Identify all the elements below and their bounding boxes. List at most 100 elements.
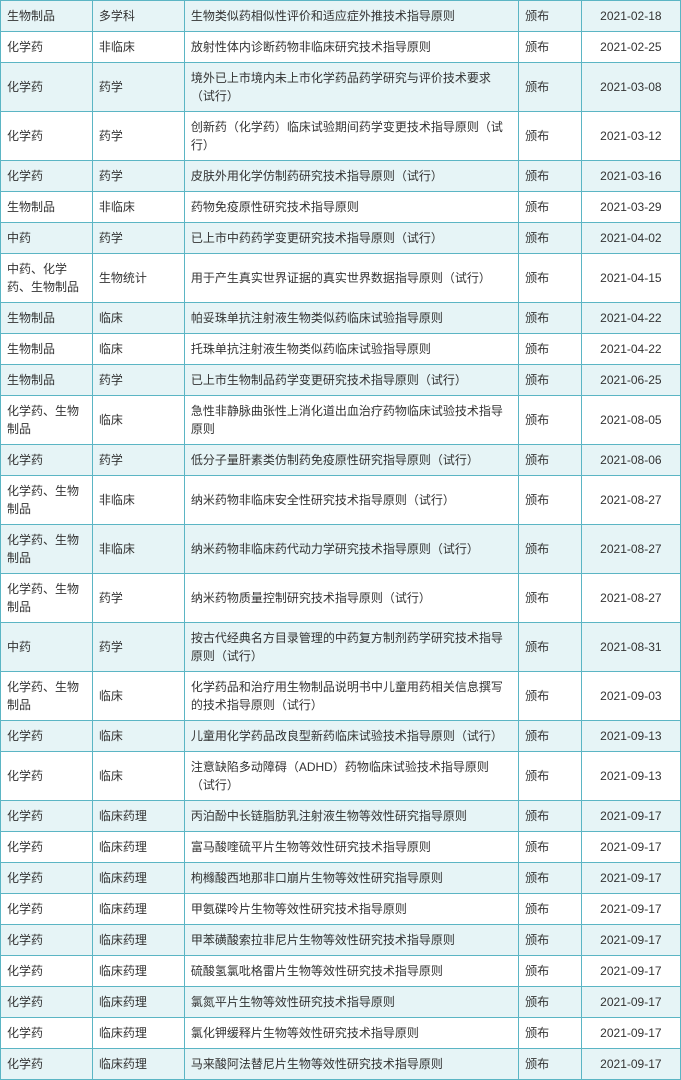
cell-c2: 临床 (92, 752, 184, 801)
cell-c4: 颁布 (519, 672, 582, 721)
cell-c4: 颁布 (519, 32, 582, 63)
cell-c2: 非临床 (92, 476, 184, 525)
table-row: 化学药、生物制品非临床纳米药物非临床安全性研究技术指导原则（试行）颁布2021-… (1, 476, 681, 525)
cell-c3: 化学药品和治疗用生物制品说明书中儿童用药相关信息撰写的技术指导原则（试行） (184, 672, 518, 721)
cell-c4: 颁布 (519, 112, 582, 161)
cell-c2: 临床药理 (92, 863, 184, 894)
table-row: 化学药临床药理甲氨碟呤片生物等效性研究技术指导原则颁布2021-09-17 (1, 894, 681, 925)
cell-c5: 2021-04-02 (581, 223, 680, 254)
table-body: 生物制品多学科生物类似药相似性评价和适应症外推技术指导原则颁布2021-02-1… (1, 1, 681, 1080)
cell-c1: 化学药、生物制品 (1, 396, 93, 445)
table-row: 化学药、生物制品临床化学药品和治疗用生物制品说明书中儿童用药相关信息撰写的技术指… (1, 672, 681, 721)
cell-c2: 药学 (92, 161, 184, 192)
cell-c5: 2021-09-17 (581, 925, 680, 956)
cell-c2: 药学 (92, 223, 184, 254)
cell-c3: 托珠单抗注射液生物类似药临床试验指导原则 (184, 334, 518, 365)
cell-c5: 2021-02-25 (581, 32, 680, 63)
cell-c2: 临床 (92, 396, 184, 445)
cell-c2: 药学 (92, 445, 184, 476)
cell-c2: 临床 (92, 721, 184, 752)
cell-c2: 非临床 (92, 192, 184, 223)
cell-c3: 纳米药物质量控制研究技术指导原则（试行） (184, 574, 518, 623)
cell-c4: 颁布 (519, 396, 582, 445)
table-row: 化学药临床药理丙泊酚中长链脂肪乳注射液生物等效性研究指导原则颁布2021-09-… (1, 801, 681, 832)
cell-c4: 颁布 (519, 987, 582, 1018)
table-row: 化学药药学境外已上市境内未上市化学药品药学研究与评价技术要求（试行）颁布2021… (1, 63, 681, 112)
cell-c5: 2021-04-15 (581, 254, 680, 303)
cell-c2: 临床药理 (92, 1049, 184, 1080)
cell-c4: 颁布 (519, 863, 582, 894)
cell-c5: 2021-08-27 (581, 476, 680, 525)
cell-c4: 颁布 (519, 801, 582, 832)
cell-c3: 按古代经典名方目录管理的中药复方制剂药学研究技术指导原则（试行） (184, 623, 518, 672)
cell-c1: 化学药 (1, 1018, 93, 1049)
table-row: 化学药、生物制品临床急性非静脉曲张性上消化道出血治疗药物临床试验技术指导原则颁布… (1, 396, 681, 445)
cell-c5: 2021-08-05 (581, 396, 680, 445)
cell-c4: 颁布 (519, 956, 582, 987)
cell-c3: 甲苯磺酸索拉非尼片生物等效性研究技术指导原则 (184, 925, 518, 956)
cell-c1: 化学药 (1, 956, 93, 987)
table-row: 化学药临床儿童用化学药品改良型新药临床试验技术指导原则（试行）颁布2021-09… (1, 721, 681, 752)
cell-c3: 药物免疫原性研究技术指导原则 (184, 192, 518, 223)
table-row: 生物制品临床帕妥珠单抗注射液生物类似药临床试验指导原则颁布2021-04-22 (1, 303, 681, 334)
cell-c5: 2021-09-17 (581, 987, 680, 1018)
table-row: 生物制品药学已上市生物制品药学变更研究技术指导原则（试行）颁布2021-06-2… (1, 365, 681, 396)
cell-c1: 化学药 (1, 1049, 93, 1080)
table-row: 生物制品多学科生物类似药相似性评价和适应症外推技术指导原则颁布2021-02-1… (1, 1, 681, 32)
cell-c4: 颁布 (519, 894, 582, 925)
cell-c3: 丙泊酚中长链脂肪乳注射液生物等效性研究指导原则 (184, 801, 518, 832)
cell-c5: 2021-03-29 (581, 192, 680, 223)
cell-c5: 2021-08-27 (581, 574, 680, 623)
cell-c5: 2021-09-17 (581, 894, 680, 925)
cell-c1: 生物制品 (1, 365, 93, 396)
table-row: 化学药临床药理硫酸氢氯吡格雷片生物等效性研究技术指导原则颁布2021-09-17 (1, 956, 681, 987)
cell-c5: 2021-09-17 (581, 1049, 680, 1080)
cell-c4: 颁布 (519, 721, 582, 752)
cell-c2: 临床 (92, 672, 184, 721)
cell-c5: 2021-09-17 (581, 832, 680, 863)
cell-c4: 颁布 (519, 303, 582, 334)
cell-c2: 生物统计 (92, 254, 184, 303)
cell-c4: 颁布 (519, 223, 582, 254)
cell-c5: 2021-04-22 (581, 334, 680, 365)
cell-c1: 化学药 (1, 863, 93, 894)
cell-c3: 富马酸喹硫平片生物等效性研究技术指导原则 (184, 832, 518, 863)
table-row: 化学药临床药理富马酸喹硫平片生物等效性研究技术指导原则颁布2021-09-17 (1, 832, 681, 863)
cell-c3: 儿童用化学药品改良型新药临床试验技术指导原则（试行） (184, 721, 518, 752)
cell-c3: 放射性体内诊断药物非临床研究技术指导原则 (184, 32, 518, 63)
cell-c5: 2021-03-08 (581, 63, 680, 112)
cell-c3: 硫酸氢氯吡格雷片生物等效性研究技术指导原则 (184, 956, 518, 987)
cell-c1: 化学药 (1, 894, 93, 925)
cell-c4: 颁布 (519, 832, 582, 863)
cell-c2: 临床药理 (92, 894, 184, 925)
cell-c4: 颁布 (519, 476, 582, 525)
table-row: 中药药学按古代经典名方目录管理的中药复方制剂药学研究技术指导原则（试行）颁布20… (1, 623, 681, 672)
cell-c1: 化学药 (1, 445, 93, 476)
table-row: 化学药药学创新药（化学药）临床试验期间药学变更技术指导原则（试行）颁布2021-… (1, 112, 681, 161)
table-row: 化学药临床药理枸橼酸西地那非口崩片生物等效性研究指导原则颁布2021-09-17 (1, 863, 681, 894)
cell-c1: 化学药 (1, 161, 93, 192)
cell-c4: 颁布 (519, 623, 582, 672)
table-row: 化学药非临床放射性体内诊断药物非临床研究技术指导原则颁布2021-02-25 (1, 32, 681, 63)
cell-c3: 甲氨碟呤片生物等效性研究技术指导原则 (184, 894, 518, 925)
table-row: 化学药、生物制品药学纳米药物质量控制研究技术指导原则（试行）颁布2021-08-… (1, 574, 681, 623)
cell-c3: 帕妥珠单抗注射液生物类似药临床试验指导原则 (184, 303, 518, 334)
cell-c3: 纳米药物非临床药代动力学研究技术指导原则（试行） (184, 525, 518, 574)
cell-c5: 2021-09-03 (581, 672, 680, 721)
cell-c1: 化学药、生物制品 (1, 476, 93, 525)
cell-c3: 急性非静脉曲张性上消化道出血治疗药物临床试验技术指导原则 (184, 396, 518, 445)
table-row: 化学药临床药理甲苯磺酸索拉非尼片生物等效性研究技术指导原则颁布2021-09-1… (1, 925, 681, 956)
cell-c2: 多学科 (92, 1, 184, 32)
cell-c3: 纳米药物非临床安全性研究技术指导原则（试行） (184, 476, 518, 525)
cell-c4: 颁布 (519, 574, 582, 623)
cell-c1: 中药 (1, 623, 93, 672)
cell-c1: 中药 (1, 223, 93, 254)
cell-c1: 化学药 (1, 987, 93, 1018)
cell-c1: 化学药、生物制品 (1, 672, 93, 721)
cell-c4: 颁布 (519, 161, 582, 192)
table-row: 生物制品临床托珠单抗注射液生物类似药临床试验指导原则颁布2021-04-22 (1, 334, 681, 365)
cell-c3: 注意缺陷多动障碍（ADHD）药物临床试验技术指导原则（试行） (184, 752, 518, 801)
cell-c4: 颁布 (519, 925, 582, 956)
cell-c4: 颁布 (519, 1018, 582, 1049)
cell-c3: 生物类似药相似性评价和适应症外推技术指导原则 (184, 1, 518, 32)
